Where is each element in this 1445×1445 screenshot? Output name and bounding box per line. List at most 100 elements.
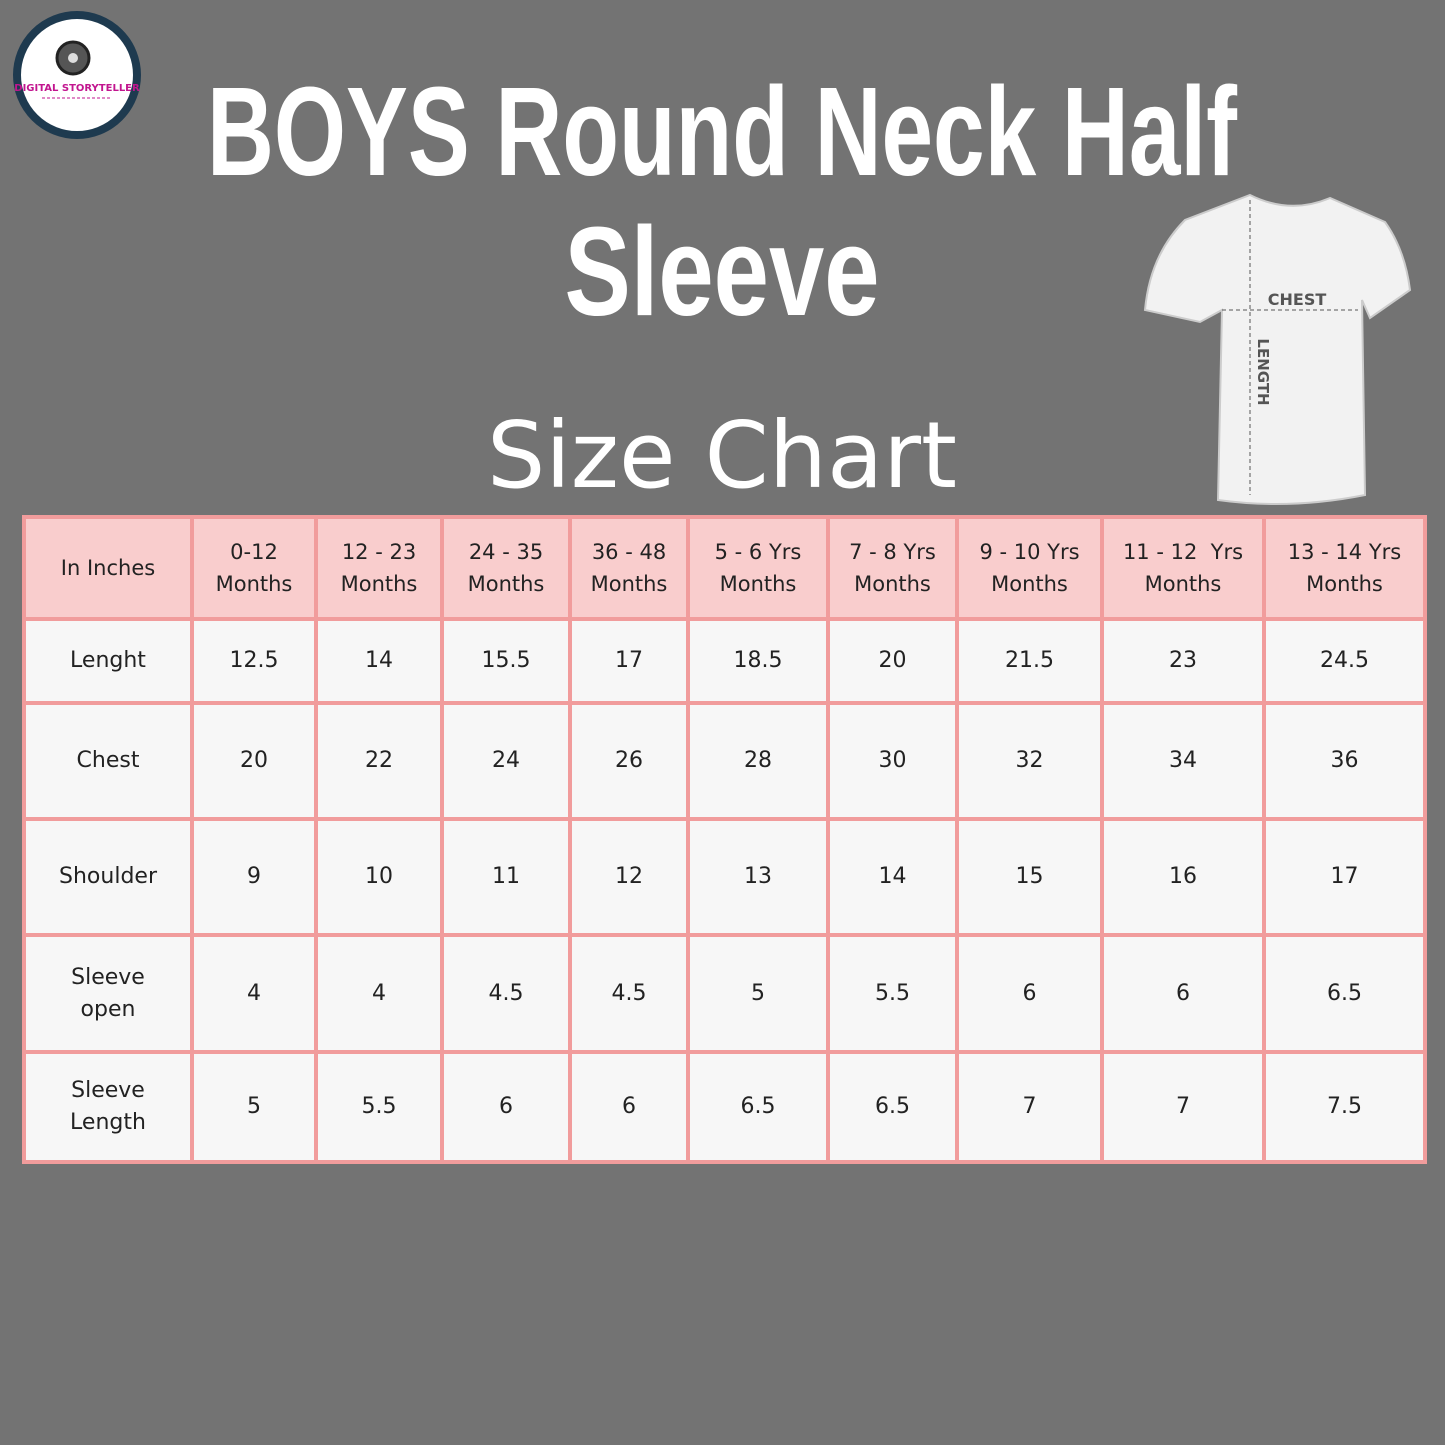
- chest-label: CHEST: [1268, 290, 1327, 309]
- cell-line: Months: [991, 572, 1068, 596]
- value-cell: 16: [1100, 817, 1266, 937]
- data-row: Sleeve Length 5 5.5 6 6 6.5 6.5 7 7 7.5: [22, 1050, 1427, 1164]
- size-table: In Inches 0-12 Months 12 - 23 Months 24 - 35 M…: [22, 515, 1427, 1164]
- cell-line: Months: [1144, 572, 1222, 596]
- value-cell: 4.5: [440, 933, 572, 1054]
- header-cell: 9 - 10 Yrs Months: [955, 515, 1104, 621]
- cell-line: Sleeve: [71, 1078, 145, 1103]
- header-cell: 12 - 23 Months: [314, 515, 444, 621]
- subtitle: Size Chart: [487, 402, 957, 509]
- header-cell: In Inches: [22, 515, 194, 621]
- cell-line: 0-12: [230, 540, 278, 564]
- value-cell: 13: [686, 817, 830, 937]
- cell-line: Months: [590, 572, 668, 596]
- data-row: Sleeve open 4 4 4.5 4.5 5 5.5 6 6 6.5: [22, 933, 1427, 1054]
- header-cell: 13 - 14 Yrs Months: [1262, 515, 1427, 621]
- value-cell: 7: [1100, 1050, 1266, 1164]
- cell-line: 13 - 14 Yrs: [1287, 540, 1402, 564]
- value-cell: 11: [440, 817, 572, 937]
- value-cell: 12.5: [190, 617, 318, 705]
- header-cell: 24 - 35 Months: [440, 515, 572, 621]
- cell-line: open: [80, 996, 136, 1022]
- value-cell: 4: [314, 933, 444, 1054]
- tshirt: CHEST LENGTH: [1143, 193, 1412, 505]
- cell-line: Sleeve: [71, 964, 145, 990]
- value-cell: 18.5: [686, 617, 830, 705]
- cell-line: 7 - 8 Yrs: [849, 540, 936, 564]
- value-cell: 36: [1262, 701, 1427, 821]
- value-cell: 14: [314, 617, 444, 705]
- value-cell: 5.5: [314, 1050, 444, 1164]
- cell-line: In Inches: [60, 556, 156, 580]
- cell-line: 24 - 35: [468, 540, 544, 564]
- row-label: Sleeve Length: [22, 1050, 194, 1164]
- value-cell: 14: [826, 817, 959, 937]
- value-cell: 22: [314, 701, 444, 821]
- value-cell: 30: [826, 701, 959, 821]
- value-cell: 32: [955, 701, 1104, 821]
- cell-line: 36 - 48: [591, 540, 667, 564]
- value-cell: 6.5: [826, 1050, 959, 1164]
- cell-line: Months: [719, 572, 797, 596]
- title-line: BOYS Round Neck Half: [207, 61, 1238, 202]
- cell-line: Shoulder: [59, 864, 157, 889]
- value-cell: 15.5: [440, 617, 572, 705]
- header-cell: 5 - 6 Yrs Months: [686, 515, 830, 621]
- cell-line: Months: [340, 572, 418, 596]
- header-cell: 7 - 8 Yrs Months: [826, 515, 959, 621]
- header-cell: 0-12 Months: [190, 515, 318, 621]
- cell-line: Chest: [76, 748, 140, 773]
- cell-line: Months: [215, 572, 293, 596]
- value-cell: 4.5: [568, 933, 690, 1054]
- data-row: Lenght 12.5 14 15.5 17 18.5 20 21.5 23 24.5: [22, 617, 1427, 705]
- value-cell: 24.5: [1262, 617, 1427, 705]
- row-label: Chest: [22, 701, 194, 821]
- value-cell: 7.5: [1262, 1050, 1427, 1164]
- cell-line: Months: [1306, 572, 1383, 596]
- cell-line: Length: [70, 1110, 146, 1135]
- length-label: LENGTH: [1254, 338, 1272, 405]
- cell-line: 11 - 12 Yrs: [1122, 540, 1244, 564]
- value-cell: 28: [686, 701, 830, 821]
- value-cell: 6: [955, 933, 1104, 1054]
- value-cell: 6.5: [1262, 933, 1427, 1054]
- value-cell: 24: [440, 701, 572, 821]
- value-cell: 9: [190, 817, 318, 937]
- value-cell: 5.5: [826, 933, 959, 1054]
- value-cell: 21.5: [955, 617, 1104, 705]
- value-cell: 17: [1262, 817, 1427, 937]
- value-cell: 5: [190, 1050, 318, 1164]
- cell-line: 5 - 6 Yrs: [714, 540, 802, 564]
- row-label: Shoulder: [22, 817, 194, 937]
- value-cell: 6: [568, 1050, 690, 1164]
- header-cell: 36 - 48 Months: [568, 515, 690, 621]
- value-cell: 6: [440, 1050, 572, 1164]
- header-cell: 11 - 12 Yrs Months: [1100, 515, 1266, 621]
- cell-line: Months: [854, 572, 931, 596]
- value-cell: 10: [314, 817, 444, 937]
- value-cell: 26: [568, 701, 690, 821]
- value-cell: 12: [568, 817, 690, 937]
- header-art: DIGITAL STORYTELLER BOYS Round Neck Half…: [13, 11, 1412, 509]
- value-cell: 6.5: [686, 1050, 830, 1164]
- row-label: Lenght: [22, 617, 194, 705]
- data-row: Chest 20 22 24 26 28 30 32 34 36: [22, 701, 1427, 821]
- value-cell: 7: [955, 1050, 1104, 1164]
- cell-line: 12 - 23: [341, 540, 417, 564]
- data-row: Shoulder 9 10 11 12 13 14 15 16 17: [22, 817, 1427, 937]
- value-cell: 4: [190, 933, 318, 1054]
- cell-line: 9 - 10 Yrs: [979, 540, 1080, 564]
- title-line: Sleeve: [565, 201, 880, 342]
- value-cell: 20: [826, 617, 959, 705]
- value-cell: 6: [1100, 933, 1266, 1054]
- value-cell: 20: [190, 701, 318, 821]
- value-cell: 23: [1100, 617, 1266, 705]
- value-cell: 15: [955, 817, 1104, 937]
- value-cell: 34: [1100, 701, 1266, 821]
- row-label: Sleeve open: [22, 933, 194, 1054]
- value-cell: 5: [686, 933, 830, 1054]
- value-cell: 17: [568, 617, 690, 705]
- logo-text: DIGITAL STORYTELLER: [14, 83, 140, 94]
- cell-line: Lenght: [70, 648, 146, 673]
